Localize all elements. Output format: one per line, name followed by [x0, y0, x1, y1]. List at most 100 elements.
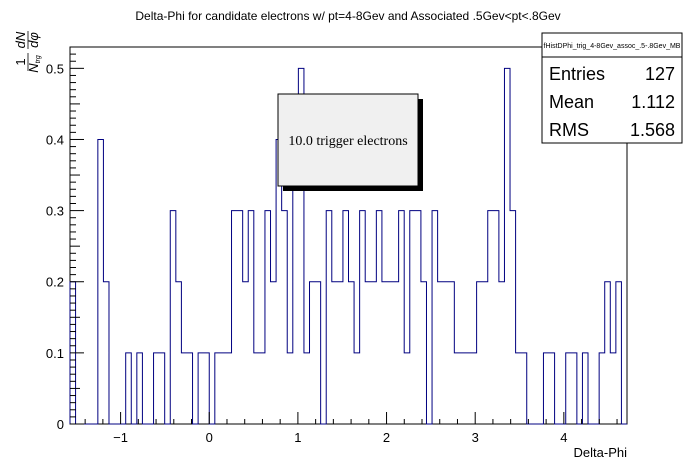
x-tick-label: 4	[560, 430, 567, 445]
y-tick-label: 0.2	[46, 275, 64, 290]
x-axis-label: Delta-Phi	[574, 445, 628, 460]
y-axis-label: 1 Ntrg dN dφ	[13, 31, 42, 73]
x-tick-label: 1	[294, 430, 301, 445]
histogram-bin	[504, 68, 510, 424]
histogram-bin	[571, 353, 577, 424]
stats-mean-label: Mean	[549, 92, 594, 112]
histogram-bin	[254, 353, 260, 424]
histogram-bin	[187, 353, 193, 424]
histogram-bin	[265, 211, 271, 424]
histogram-bin	[471, 353, 477, 424]
histogram-bin	[343, 211, 349, 424]
histogram-bars	[69, 67, 627, 425]
histogram-bin	[460, 353, 466, 424]
histogram-bin	[605, 282, 611, 424]
histogram-bin	[477, 282, 483, 424]
x-axis-ticks: −1 0 1 2 3 4	[84, 412, 618, 445]
stats-box	[541, 32, 683, 144]
plot-frame	[69, 46, 628, 425]
histogram-bin	[181, 353, 187, 424]
histogram-bin	[488, 211, 494, 424]
histogram-bin	[126, 353, 132, 424]
histogram-bin	[259, 353, 265, 424]
x-tick-label: 2	[383, 430, 390, 445]
annotation-box	[277, 93, 419, 187]
histogram-bin	[198, 353, 204, 424]
histogram-bin	[226, 353, 232, 424]
annotation-text: 10.0 trigger electrons	[288, 134, 407, 149]
histogram-bin	[493, 211, 499, 424]
stats-rms-value: 1.568	[630, 120, 675, 140]
histogram-bin	[326, 211, 332, 424]
x-tick-label: −1	[113, 430, 128, 445]
stats-mean-value: 1.112	[631, 92, 675, 112]
y-tick-label: 0.3	[46, 204, 64, 219]
histogram-bin	[204, 353, 210, 424]
histogram-bin	[399, 211, 405, 424]
stats-entries-label: Entries	[549, 64, 605, 84]
histogram-bin	[432, 211, 438, 424]
histogram-bin	[220, 353, 226, 424]
histogram-bin	[271, 282, 277, 424]
histogram-bin	[176, 282, 182, 424]
histogram-bin	[304, 353, 310, 424]
histogram-bin	[438, 282, 444, 424]
histogram-bin	[499, 282, 505, 424]
histogram-bin	[616, 282, 622, 424]
histogram-bin	[404, 353, 410, 424]
chart-title: Delta-Phi for candidate electrons w/ pt=…	[135, 9, 560, 23]
histogram-bin	[103, 282, 109, 424]
histogram-bin	[365, 282, 371, 424]
histogram-bin	[465, 353, 471, 424]
histogram-bin	[543, 353, 549, 424]
histogram-bin	[354, 353, 360, 424]
histogram-bin	[482, 282, 488, 424]
histogram-bin	[376, 211, 382, 424]
stats-histogram-name: fHistDPhi_trig_4-8Gev_assoc_.5-.8Gev_MB	[544, 43, 681, 50]
histogram-bin	[521, 353, 527, 424]
histogram-bin	[349, 282, 355, 424]
histogram-bin	[332, 282, 338, 424]
histogram-bin	[410, 211, 416, 424]
y-tick-label: 0.4	[46, 132, 64, 147]
histogram-bin	[449, 282, 455, 424]
stats-entries-value: 127	[645, 64, 675, 84]
histogram-bin	[215, 353, 221, 424]
histogram-bin	[237, 211, 243, 424]
histogram-bin	[582, 353, 588, 424]
histogram-bin	[310, 282, 316, 424]
histogram-bin	[137, 353, 143, 424]
histogram-bin	[154, 353, 160, 424]
histogram-bin	[337, 282, 343, 424]
histogram-bin	[549, 353, 555, 424]
histogram-bin	[393, 282, 399, 424]
histogram-bin	[566, 353, 572, 424]
histogram-bin	[159, 353, 165, 424]
y-axis-ticks: 0 0.1 0.2 0.3 0.4 0.5	[46, 53, 84, 432]
histogram-bin	[516, 353, 522, 424]
x-tick-label: 3	[472, 430, 479, 445]
histogram-bin	[454, 353, 460, 424]
histogram-bin	[243, 282, 249, 424]
y-tick-label: 0	[57, 417, 64, 432]
y-label-one: 1	[13, 58, 28, 65]
y-label-dn: dN	[13, 31, 28, 48]
y-tick-label: 0.5	[46, 61, 64, 76]
histogram-bin	[382, 282, 388, 424]
histogram-bin	[610, 353, 616, 424]
histogram-outline	[69, 67, 627, 425]
histogram-bin	[360, 211, 366, 424]
histogram-bin	[443, 282, 449, 424]
histogram-bin	[421, 282, 427, 424]
y-label-dphi: dφ	[26, 32, 41, 48]
histogram-bin	[315, 282, 321, 424]
stats-rms-label: RMS	[549, 120, 589, 140]
x-tick-label: 0	[206, 430, 213, 445]
histogram-bin	[371, 282, 377, 424]
histogram-bin	[282, 211, 288, 424]
histogram-bin	[287, 353, 293, 424]
y-label-ntrg: Ntrg	[26, 55, 42, 73]
histogram-bin	[248, 211, 254, 424]
histogram-bin	[387, 282, 393, 424]
